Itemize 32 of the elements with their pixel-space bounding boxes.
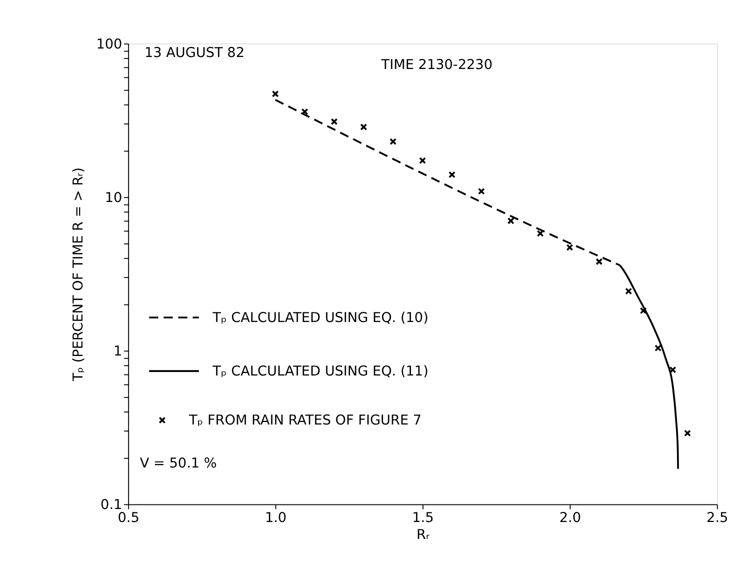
point [448, 171, 456, 178]
chart-title: 13 AUGUST 82 [144, 45, 245, 62]
point [536, 230, 544, 237]
point [640, 307, 647, 314]
annotation: TIME 2130-2230 [380, 56, 492, 73]
point [272, 90, 279, 98]
x-tick-label: 1.5 [412, 510, 434, 526]
point [654, 344, 662, 352]
point [566, 244, 574, 251]
point [330, 118, 338, 126]
legend-label: Tₚ FROM RAIN RATES OF FIGURE 7 [188, 412, 422, 429]
point [507, 217, 514, 224]
x-axis-title: Rᵣ [416, 527, 430, 544]
y-tick-label: 100 [96, 36, 122, 53]
point [596, 258, 603, 266]
legend-label: Tₚ CALCULATED USING EQ. (10) [212, 310, 428, 326]
point [478, 188, 485, 195]
x-tick-label: 1.0 [264, 510, 287, 526]
point [419, 157, 426, 164]
point [625, 288, 632, 295]
annotation: V = 50.1 % [140, 455, 217, 472]
point [390, 138, 397, 146]
y-tick-label: 1 [114, 344, 122, 360]
x-tick-label: 2.0 [559, 510, 582, 526]
y-axis-title: Tₚ (PERCENT OF TIME R = > Rᵣ) [70, 167, 87, 382]
legend-label: Tₚ CALCULATED USING EQ. (11) [212, 364, 428, 380]
point [669, 366, 676, 374]
point [684, 430, 691, 437]
point [301, 108, 308, 116]
x-tick-label: 2.5 [706, 510, 728, 526]
y-tick-label: 10 [104, 190, 122, 206]
point [360, 124, 368, 130]
